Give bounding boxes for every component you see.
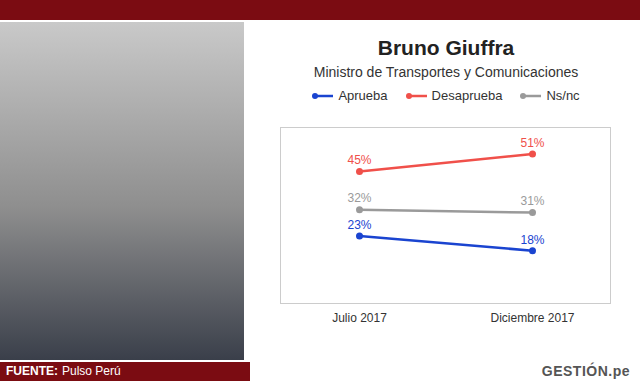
svg-text:18%: 18% [520,233,544,247]
html-text:Desaprueba: Desaprueba [431,88,503,103]
svg-text:31%: 31% [520,194,544,208]
html-text:GESTIÓN.pe: GESTIÓN.pe [541,363,630,379]
html-text:Aprueba: Aprueba [338,88,388,103]
svg-text:32%: 32% [347,191,371,205]
svg-text:45%: 45% [347,153,371,167]
html-text:Bruno Giuffra: Bruno Giuffra [377,36,515,59]
svg-text:Julio 2017: Julio 2017 [332,311,387,325]
svg-text:23%: 23% [347,218,371,232]
svg-text:51%: 51% [520,136,544,150]
svg-text:Diciembre 2017: Diciembre 2017 [490,311,574,325]
html-text:Ministro de Transportes y Comu: Ministro de Transportes y Comunicaciones [313,64,579,80]
html-text:FUENTE: Pulso Perú: FUENTE: Pulso Perú [6,364,121,378]
html-text:Ns/nc: Ns/nc [546,88,580,103]
